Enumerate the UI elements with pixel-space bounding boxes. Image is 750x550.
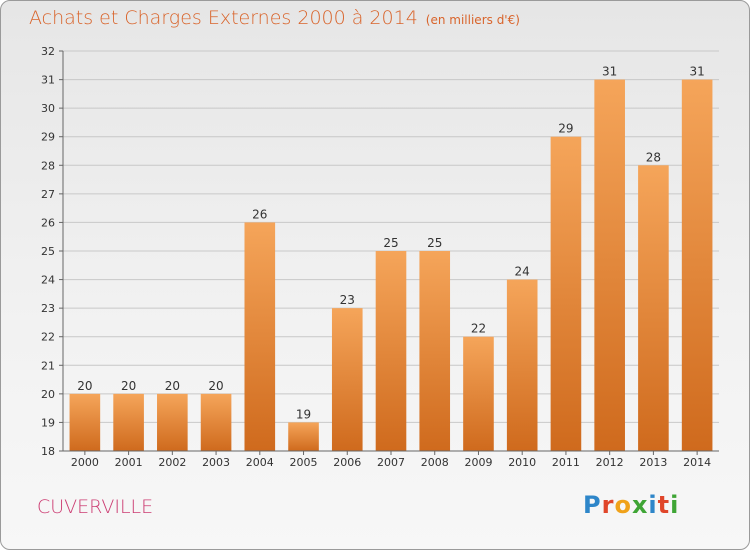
logo-letter: i — [670, 491, 680, 519]
y-tick-label: 21 — [41, 359, 55, 372]
x-tick-label: 2001 — [115, 456, 143, 469]
bar-value-label: 23 — [340, 293, 355, 307]
x-tick-label: 2013 — [639, 456, 667, 469]
bar-2005 — [288, 422, 319, 451]
chart-title: Achats et Charges Externes 2000 à 2014 — [29, 7, 418, 29]
y-tick-label: 20 — [41, 388, 55, 401]
logo-letter: P — [583, 491, 602, 519]
x-tick-label: 2007 — [377, 456, 405, 469]
x-tick-label: 2014 — [683, 456, 711, 469]
bar-2010 — [506, 279, 538, 451]
bar-value-label: 20 — [208, 379, 223, 393]
x-tick-label: 2006 — [333, 456, 361, 469]
x-tick-label: 2012 — [596, 456, 624, 469]
city-name: CUVERVILLE — [37, 496, 154, 518]
chart-unit: (en milliers d'€) — [425, 13, 520, 27]
logo-letter: r — [601, 491, 615, 519]
x-tick-label: 2004 — [246, 456, 274, 469]
bar-value-label: 20 — [165, 379, 180, 393]
x-tick-label: 2002 — [158, 456, 186, 469]
bar-2000 — [69, 393, 101, 451]
bar-value-label: 29 — [558, 122, 573, 136]
bar-2012 — [594, 79, 625, 452]
logo-letter: i — [648, 491, 658, 519]
logo-letter: t — [657, 491, 671, 519]
x-tick-label: 2005 — [290, 456, 318, 469]
y-tick-label: 23 — [41, 302, 55, 315]
y-tick-label: 22 — [41, 331, 55, 344]
y-tick-label: 32 — [41, 45, 55, 58]
bar-value-label: 25 — [383, 236, 398, 250]
logo-letter: x — [631, 491, 649, 519]
bar-2002 — [157, 393, 188, 451]
y-tick-label: 31 — [41, 74, 55, 87]
bar-2004 — [244, 222, 276, 451]
y-tick-label: 19 — [41, 416, 55, 429]
bar-value-label: 26 — [252, 207, 267, 221]
bar-2003 — [200, 393, 232, 451]
x-tick-label: 2010 — [508, 456, 536, 469]
bar-2014 — [681, 79, 713, 452]
bar-value-label: 22 — [471, 322, 486, 336]
bar-value-label: 19 — [296, 407, 311, 421]
logo-letter: o — [614, 491, 632, 519]
bar-value-label: 28 — [646, 150, 661, 164]
bar-2006 — [331, 308, 363, 451]
bar-value-label: 31 — [602, 65, 617, 79]
y-tick-label: 30 — [41, 102, 55, 115]
bar-value-label: 20 — [77, 379, 92, 393]
y-tick-label: 26 — [41, 216, 55, 229]
x-tick-label: 2011 — [552, 456, 580, 469]
bar-2009 — [463, 336, 494, 451]
bar-2013 — [638, 165, 669, 452]
y-tick-label: 18 — [41, 445, 55, 458]
bar-2007 — [375, 251, 407, 451]
bar-value-label: 24 — [515, 265, 530, 279]
x-tick-label: 2008 — [421, 456, 449, 469]
y-tick-label: 28 — [41, 159, 55, 172]
y-tick-label: 29 — [41, 131, 55, 144]
proxiti-logo: Proxiti — [583, 491, 679, 519]
y-tick-label: 27 — [41, 188, 55, 201]
y-tick-label: 24 — [41, 274, 55, 287]
bar-value-label: 25 — [427, 236, 442, 250]
bar-2008 — [419, 251, 451, 451]
x-tick-label: 2003 — [202, 456, 230, 469]
bar-value-label: 31 — [689, 65, 704, 79]
y-tick-label: 25 — [41, 245, 55, 258]
x-tick-label: 2009 — [464, 456, 492, 469]
x-tick-label: 2000 — [71, 456, 99, 469]
bar-2001 — [113, 393, 144, 451]
bar-value-label: 20 — [121, 379, 136, 393]
chart-title-block: Achats et Charges Externes 2000 à 2014 (e… — [29, 7, 520, 29]
bar-2011 — [550, 136, 582, 451]
